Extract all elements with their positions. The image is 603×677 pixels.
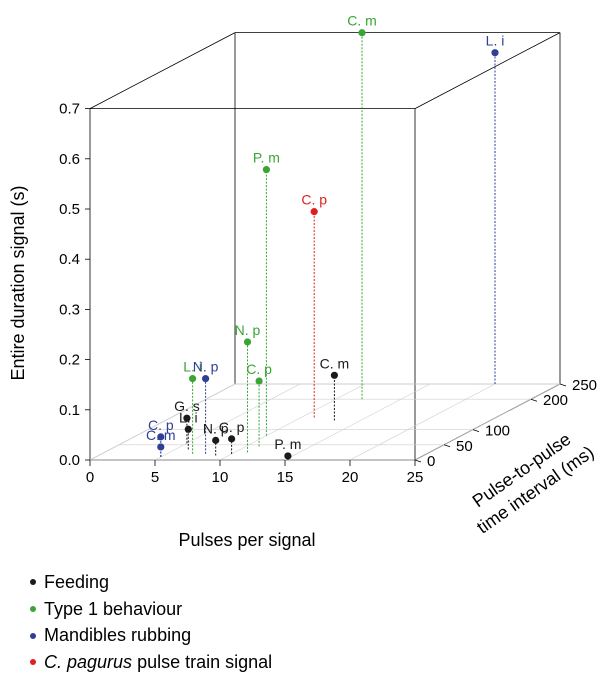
plot-box bbox=[89, 32, 561, 461]
z-tick bbox=[443, 444, 451, 448]
data-point bbox=[157, 433, 165, 441]
point-stems bbox=[160, 32, 496, 459]
data-point bbox=[262, 166, 270, 174]
grid-line-x bbox=[284, 383, 431, 461]
data-point bbox=[189, 375, 197, 383]
grid-line-x bbox=[154, 383, 301, 461]
legend-label-cpagurus-rest: pulse train signal bbox=[132, 651, 273, 672]
point-label: C. m bbox=[347, 13, 377, 29]
floor-grid bbox=[89, 383, 561, 461]
x-tick-label: 15 bbox=[277, 469, 294, 486]
point-label: N. p bbox=[235, 322, 261, 338]
data-point bbox=[212, 436, 220, 444]
y-tick-label: 0.6 bbox=[59, 151, 80, 168]
z-tick bbox=[559, 383, 567, 387]
y-tick-label: 0.0 bbox=[59, 452, 80, 469]
x-tick-label: 5 bbox=[151, 469, 159, 486]
data-point bbox=[284, 452, 292, 460]
data-point bbox=[202, 375, 210, 383]
y-tick-label: 0.7 bbox=[59, 101, 80, 118]
point-label: C. p bbox=[246, 361, 272, 377]
z-tick bbox=[472, 429, 480, 432]
box-edge bbox=[414, 32, 561, 109]
point-label: L. i bbox=[486, 33, 505, 49]
x-axis-title: Pulses per signal bbox=[178, 530, 315, 550]
box-edge bbox=[89, 32, 236, 109]
data-point bbox=[330, 371, 338, 379]
y-tick-label: 0.4 bbox=[59, 251, 80, 268]
grid-line-x bbox=[414, 383, 561, 461]
data-point bbox=[228, 435, 236, 443]
data-point bbox=[310, 208, 318, 216]
data-point bbox=[358, 29, 366, 37]
z-tick bbox=[414, 459, 422, 463]
point-label: C. m bbox=[320, 355, 350, 371]
legend-item-cpagurus: C. pagurus pulse train signal bbox=[30, 649, 272, 676]
x-tick-label: 20 bbox=[342, 469, 359, 486]
grid-line-x bbox=[219, 383, 366, 461]
legend-item-type1: Type 1 behaviour bbox=[30, 596, 272, 623]
point-label: G. s bbox=[174, 398, 200, 414]
y-tick-label: 0.1 bbox=[59, 402, 80, 419]
point-label: P. m bbox=[253, 150, 280, 166]
point-label: C. p bbox=[148, 417, 174, 433]
point-label: C. m bbox=[146, 427, 176, 443]
y-tick-label: 0.2 bbox=[59, 352, 80, 369]
point-label: L. i bbox=[183, 359, 202, 375]
legend-label-cpagurus-species: C. pagurus bbox=[44, 651, 133, 672]
legend: Feeding Type 1 behaviour Mandibles rubbi… bbox=[30, 569, 272, 676]
x-tick-label: 0 bbox=[86, 469, 94, 486]
data-point bbox=[243, 338, 252, 346]
legend-item-mandibles: Mandibles rubbing bbox=[30, 622, 272, 649]
data-point bbox=[157, 443, 165, 451]
point-label: N. p bbox=[193, 359, 219, 375]
data-points bbox=[157, 29, 499, 460]
y-tick-label: 0.3 bbox=[59, 301, 80, 318]
point-label: P. m bbox=[274, 436, 301, 452]
z-tick bbox=[530, 398, 538, 402]
y-axis-title: Entire duration signal (s) bbox=[8, 185, 28, 380]
data-point bbox=[184, 425, 192, 433]
data-point bbox=[491, 49, 499, 57]
legend-marker-feeding bbox=[30, 579, 36, 586]
x-tick-label: 25 bbox=[407, 469, 424, 486]
legend-label-feeding: Feeding bbox=[44, 571, 110, 592]
legend-marker-mandibles bbox=[30, 632, 36, 639]
z-tick-label: 100 bbox=[485, 423, 510, 440]
legend-label-mandibles: Mandibles rubbing bbox=[44, 625, 192, 646]
legend-item-feeding: Feeding bbox=[30, 569, 272, 596]
legend-label-type1: Type 1 behaviour bbox=[44, 598, 183, 619]
legend-marker-type1 bbox=[30, 606, 36, 613]
z-tick-label: 0 bbox=[427, 453, 435, 470]
point-label: C. p bbox=[301, 192, 327, 208]
grid-line-x bbox=[89, 383, 236, 461]
point-label: L. i bbox=[179, 409, 198, 425]
z-tick-label: 200 bbox=[543, 392, 568, 409]
point-label: C. p bbox=[219, 419, 245, 435]
point-label: N. p bbox=[203, 420, 229, 436]
data-point bbox=[255, 377, 263, 385]
x-tick-label: 10 bbox=[212, 469, 229, 486]
legend-marker-cpagurus bbox=[30, 659, 36, 666]
legend-label-cpagurus: C. pagurus pulse train signal bbox=[44, 652, 272, 673]
z-tick-label: 250 bbox=[572, 377, 597, 394]
data-point bbox=[183, 414, 191, 422]
z-tick-label: 50 bbox=[456, 438, 473, 455]
y-tick-label: 0.5 bbox=[59, 201, 80, 218]
scatter-3d-chart: 0 5 10 15 20 25 0.0 0.1 0.2 0.3 0.4 0.5 0.6 0.7 0 50 100… bbox=[8, 13, 598, 550]
point-labels: G. sL. iN. pC. pC. mP. mL. iN. pC. pP. m… bbox=[146, 13, 504, 452]
axis-ticks: 0 5 10 15 20 25 0.0 0.1 0.2 0.3 0.4 0.5 0.6 0.7 0 50 100… bbox=[59, 101, 597, 486]
grid-line-x bbox=[349, 383, 496, 461]
